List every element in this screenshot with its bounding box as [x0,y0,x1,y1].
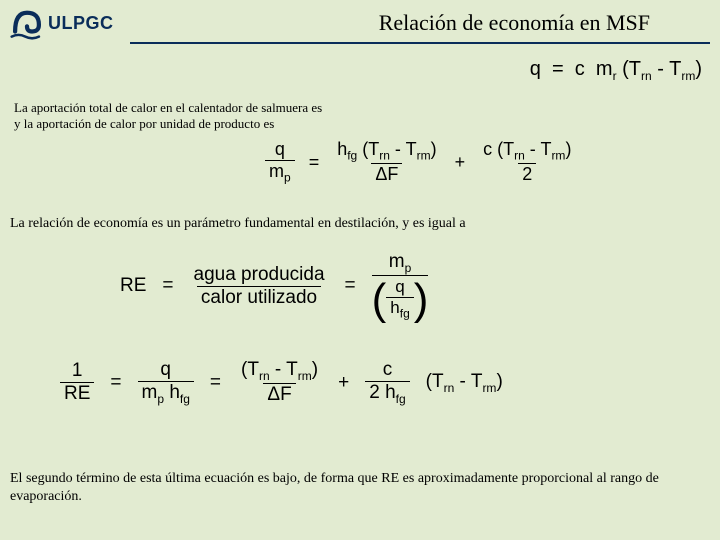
lparen: (T [622,58,641,80]
para1-line1: La aportación total de calor en el calen… [14,100,322,115]
equation-1-over-RE: 1 RE = q mp hfg = (Trn - Trm) ΔF + c 2 h… [60,360,503,405]
paragraph-3: El segundo término de esta última ecuaci… [10,470,710,506]
sym-mr: m [596,58,613,80]
sub-fg: fg [347,149,357,163]
sub-p3: p [157,392,164,406]
hfg2: h [390,298,399,317]
RE2: RE [60,382,94,404]
sub-rn2: rn [379,149,390,163]
eq-sign3: = [345,275,356,297]
Trn4: T [432,371,444,392]
sym-eq: = [552,58,564,80]
sub-rm4: rm [298,369,312,383]
q3: q [156,360,175,381]
mp: m [389,251,405,272]
sub-r: r [613,69,617,83]
num-agua: agua producida [190,265,329,286]
sub-rn4: rn [259,369,270,383]
hfg4: h [385,382,396,403]
eq-sign4: = [110,372,121,394]
hfg: h [337,139,347,159]
frac-dT-dF: (Trn - Trm) ΔF [237,360,322,405]
paragraph-2: La relación de economía es un parámetro … [10,216,466,232]
sub-rn: rn [641,69,652,83]
hfg3: h [169,382,180,403]
para1-line2: y la aportación de calor por unidad de p… [14,116,274,131]
mp2: m [142,382,158,403]
dT-term: (Trn - Trm) [426,371,503,395]
sub-rm5: rm [482,381,496,395]
Trn2: T [503,139,514,159]
Trm3: T [286,359,298,380]
equation-RE-def: RE = agua producida calor utilizado = mp… [120,252,428,320]
sub-rm2: rm [417,149,431,163]
minus: - T [652,58,682,80]
c: c [483,139,492,159]
frac-words: agua producida calor utilizado [190,265,329,308]
c2: c [379,360,397,381]
den-calor: calor utilizado [197,286,321,308]
sym-q: q [530,58,541,80]
plus: + [455,152,466,173]
den-2: 2 [518,163,536,184]
den-dF: ΔF [371,163,402,184]
eq-sign5: = [210,372,221,394]
sub-p: p [284,170,291,184]
RE: RE [120,275,146,297]
sym-c: c [575,58,585,80]
two2: 2 [369,382,380,403]
logo: ULPGC [10,6,114,40]
one: 1 [68,361,87,382]
frac-term1: hfg (Trn - Trm) ΔF [333,140,440,184]
frac-c-2hfg: c 2 hfg [365,360,409,405]
frac-q-mphfg: q mp hfg [138,360,194,405]
wave-logo-icon [10,6,44,40]
plus2: + [338,372,349,394]
eq-sign: = [309,152,320,173]
paragraph-1: La aportación total de calor en el calen… [14,100,322,133]
q2: q [391,278,408,297]
sub-rm3: rm [551,149,565,163]
sub-fg4: fg [396,392,406,406]
logo-text: ULPGC [48,13,114,34]
Trm: T [406,139,417,159]
rparen: ) [695,58,702,80]
eq-sign2: = [162,275,173,297]
sub-rn3: rn [514,149,525,163]
Trn: T [368,139,379,159]
sub-rn5: rn [444,381,455,395]
Trn3: T [247,359,259,380]
dF2: ΔF [263,383,295,405]
sub-p2: p [405,261,412,275]
page-title: Relación de economía en MSF [379,10,650,36]
sub-fg2: fg [400,307,410,321]
equation-q-over-mp: q mp = hfg (Trn - Trm) ΔF + c (Trn - Trm… [265,140,575,184]
sub-fg3: fg [180,392,190,406]
sub-rm: rm [681,69,695,83]
frac-1-RE: 1 RE [60,361,94,404]
header-rule [130,42,710,44]
equation-q: q = c mr (Trn - Trm) [530,58,702,83]
den-mp: m [269,161,284,181]
Trm4: T [471,371,483,392]
num-q: q [271,140,289,160]
header: ULPGC Relación de economía en MSF [0,0,720,40]
frac-term2: c (Trn - Trm) 2 [479,140,575,184]
Trm2: T [540,139,551,159]
frac-q-mp: q mp [265,140,295,184]
frac-mp-over: mp ( q hfg ) [372,252,429,320]
